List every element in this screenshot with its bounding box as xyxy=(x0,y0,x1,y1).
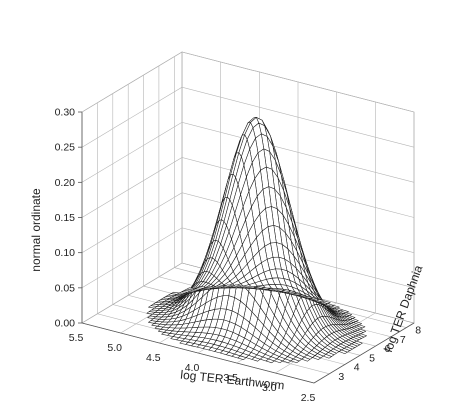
z-tick-label: 0.30 xyxy=(55,107,76,119)
x-tick-label: 5.5 xyxy=(69,332,84,344)
tick-labels: 0.00 0.05 0.10 0.15 0.20 0.25 0.30 5.5 5.0 4.5 4.0… xyxy=(55,107,422,405)
surface-cell xyxy=(255,286,265,289)
x-axis-line xyxy=(81,322,315,384)
x-tick-label: 4.0 xyxy=(185,362,200,374)
surface-cell xyxy=(233,284,242,288)
z-tick-label: 0.10 xyxy=(55,247,76,259)
z-axis-title: normal ordinate xyxy=(29,188,43,272)
y-tick-label: 5 xyxy=(369,352,375,364)
y-tick-label: 6 xyxy=(385,343,391,355)
surface-mesh xyxy=(146,117,367,364)
z-tick-label: 0.25 xyxy=(55,142,76,154)
x-tick-label: 3.5 xyxy=(223,372,238,384)
x-tick-label: 5.0 xyxy=(107,342,122,354)
z-tick-label: 0.05 xyxy=(55,282,76,294)
surface-cell xyxy=(275,288,285,292)
x-gridline xyxy=(81,52,183,324)
y-tick-label: 3 xyxy=(338,371,344,383)
z-tick-label: 0.20 xyxy=(55,177,76,189)
z-tick-label: 0.15 xyxy=(55,212,76,224)
x-tick-label: 2.5 xyxy=(301,392,316,404)
y-tick-label: 8 xyxy=(415,325,421,337)
x-tick-label: 3.0 xyxy=(262,382,277,394)
z-tick-label: 0.00 xyxy=(55,318,76,330)
y-tick-label: 7 xyxy=(400,334,406,346)
y-tick-label: 4 xyxy=(354,362,360,374)
y-axis-line xyxy=(313,322,415,384)
x-tick-label: 4.5 xyxy=(146,352,161,364)
